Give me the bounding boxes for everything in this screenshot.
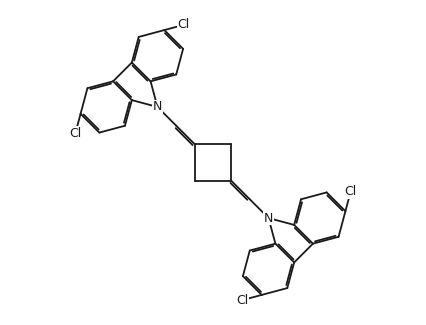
Text: N: N <box>153 100 162 113</box>
Text: Cl: Cl <box>236 293 248 306</box>
Text: Cl: Cl <box>178 19 190 32</box>
Text: Cl: Cl <box>69 126 81 139</box>
Text: Cl: Cl <box>345 186 357 199</box>
Text: N: N <box>264 212 273 225</box>
